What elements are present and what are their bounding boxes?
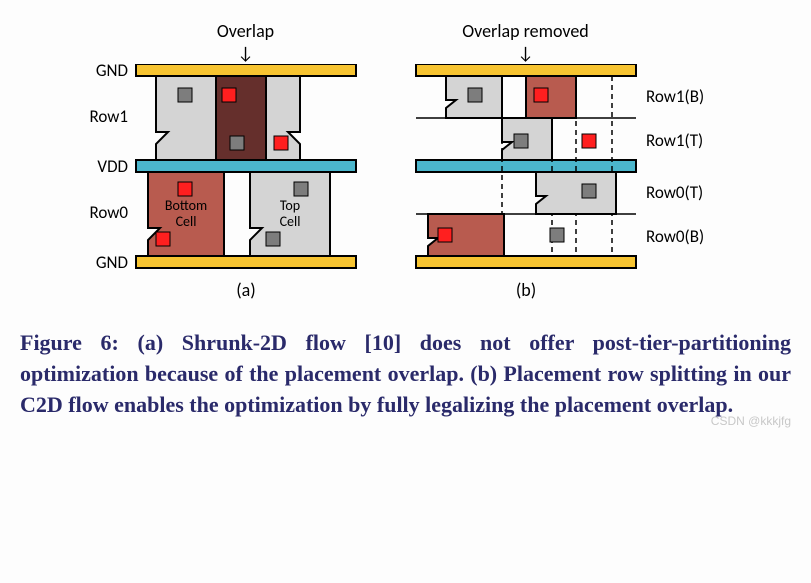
pin-red: [582, 134, 596, 148]
label-row0: Row0: [89, 202, 128, 223]
pin-gray: [582, 184, 596, 198]
gnd-rail-top: [136, 64, 356, 76]
label-row1t: Row1(T): [646, 130, 703, 151]
diagram-b: Overlap removed ↓: [406, 20, 746, 304]
pin-red: [222, 88, 236, 102]
pin-red: [438, 228, 452, 242]
arrow-down-icon: ↓: [517, 42, 533, 64]
sublabel-b: (b): [515, 279, 535, 301]
watermark: CSDN @kkkjfg: [20, 414, 791, 428]
diagram-a-svg: Bottom Cell Top Cell GND Row1 VDD Row0 G…: [66, 64, 366, 304]
label-row1b: Row1(B): [646, 86, 704, 107]
pin-red: [274, 136, 288, 150]
label-row0t: Row0(T): [646, 182, 703, 203]
sublabel-a: (a): [236, 279, 256, 301]
top-cell-label2: Cell: [279, 213, 300, 230]
row0t-topcell: [536, 172, 616, 214]
arrow-down-icon: ↓: [237, 42, 253, 64]
diagram-b-top-label: Overlap removed ↓: [416, 20, 636, 64]
diagram-b-svg: Row1(B) Row1(T) Row0(T) Row0(B) (b): [406, 64, 746, 304]
gnd-rail-top: [416, 64, 636, 76]
bottom-cell-label2: Cell: [175, 213, 196, 230]
figure-caption: Figure 6: (a) Shrunk-2D flow [10] does n…: [20, 328, 791, 420]
pin-gray: [266, 232, 280, 246]
bottom-cell-label: Bottom: [164, 197, 206, 214]
pin-gray: [178, 88, 192, 102]
label-vdd: VDD: [97, 156, 128, 177]
label-row1: Row1: [89, 106, 128, 127]
pin-gray: [294, 182, 308, 196]
overlap-label: Overlap: [217, 20, 274, 42]
pin-red: [156, 232, 170, 246]
pin-gray: [468, 88, 482, 102]
label-gnd: GND: [95, 64, 127, 81]
pin-gray: [514, 134, 528, 148]
diagram-a: Overlap ↓: [66, 20, 366, 304]
diagrams-row: Overlap ↓: [20, 20, 791, 304]
label-gnd2: GND: [95, 252, 127, 273]
vdd-rail: [136, 160, 356, 172]
gnd-rail-bottom: [136, 256, 356, 268]
gnd-rail-bottom: [416, 256, 636, 268]
diagram-a-top-label: Overlap ↓: [136, 20, 356, 64]
top-cell-label: Top: [279, 197, 299, 214]
figure-container: Overlap ↓: [20, 20, 791, 428]
pin-gray: [230, 136, 244, 150]
overlap-removed-label: Overlap removed: [462, 20, 589, 42]
pin-gray: [550, 228, 564, 242]
label-row0b: Row0(B): [646, 226, 704, 247]
pin-red: [178, 182, 192, 196]
pin-red: [534, 88, 548, 102]
vdd-rail: [416, 160, 636, 172]
